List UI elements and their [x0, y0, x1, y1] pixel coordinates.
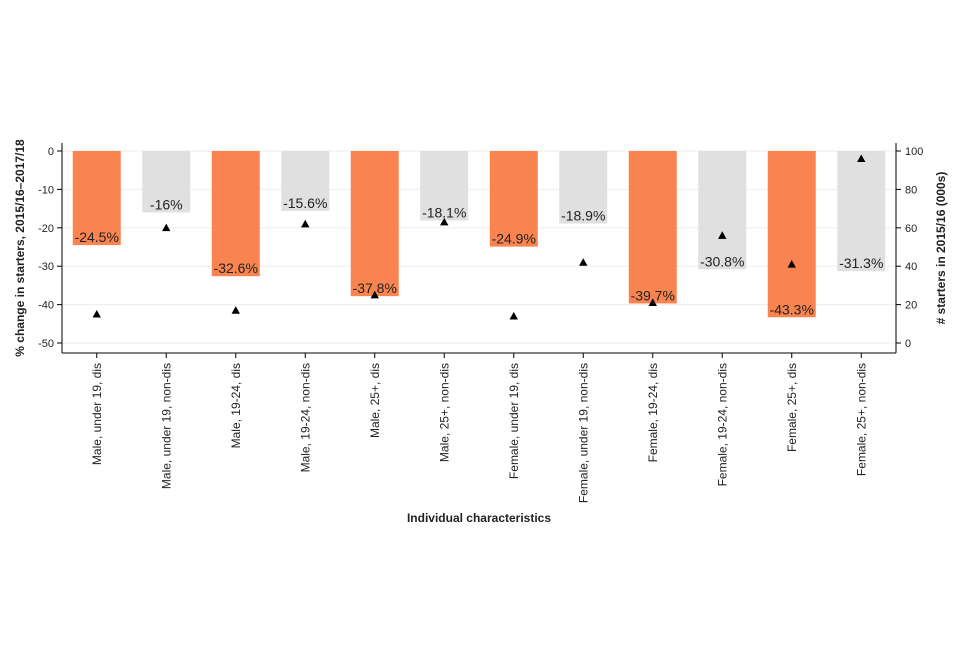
bar-value-label: -16% — [150, 196, 183, 212]
x-tick-label: Male, 25+, dis — [368, 363, 382, 438]
scatter-marker — [579, 258, 588, 266]
bar — [837, 151, 886, 272]
y-tick-label: -30 — [38, 261, 54, 273]
x-tick-label: Male, 19-24, dis — [229, 363, 243, 448]
y-tick-label: -20 — [38, 223, 54, 235]
bar-value-label: -24.9% — [492, 231, 536, 247]
y2-tick-label: 60 — [905, 223, 917, 235]
y2-tick-label: 40 — [905, 261, 917, 273]
y-tick-label: 0 — [48, 146, 54, 158]
y-tick-label: -50 — [38, 338, 54, 350]
y2-tick-label: 100 — [905, 146, 923, 158]
y-tick-label: -10 — [38, 184, 54, 196]
y2-tick-label: 0 — [905, 338, 911, 350]
x-tick-label: Female, under 19, dis — [507, 363, 521, 479]
bar — [767, 151, 816, 318]
x-tick-label: Female, 19-24, non-dis — [715, 363, 729, 486]
bar-value-label: -31.3% — [839, 255, 883, 271]
bar-value-label: -32.6% — [214, 260, 258, 276]
x-tick-label: Male, 19-24, non-dis — [298, 363, 312, 472]
bar — [489, 151, 538, 247]
bar-value-label: -30.8% — [700, 253, 744, 269]
bar — [350, 151, 399, 297]
y2-axis-title: # starters in 2015/16 (000s) — [934, 172, 948, 325]
scatter-marker — [162, 223, 171, 232]
bar-value-label: -18.1% — [422, 205, 466, 221]
bar-value-label: -37.8% — [353, 280, 397, 296]
y-axis-title: % change in starters, 2015/16–2017/18 — [13, 139, 27, 357]
x-tick-label: Female, 25+, dis — [785, 363, 799, 452]
bar — [559, 151, 608, 224]
x-tick-label: Male, under 19, dis — [90, 363, 104, 465]
bar — [698, 151, 747, 270]
scatter-marker — [370, 290, 379, 299]
scatter-marker — [440, 217, 449, 226]
scatter-marker — [92, 310, 101, 318]
bar — [211, 151, 260, 277]
y2-tick-label: 20 — [905, 300, 917, 312]
scatter-marker — [301, 219, 310, 228]
x-tick-label: Female, under 19, non-dis — [576, 363, 590, 503]
bar — [142, 151, 191, 213]
x-tick-label: Male, under 19, non-dis — [159, 363, 173, 489]
bar — [628, 151, 677, 304]
x-tick-label: Female, 25+, non-dis — [854, 363, 868, 476]
bar — [420, 151, 469, 221]
scatter-marker — [231, 306, 240, 314]
bar — [281, 151, 330, 211]
bar — [72, 151, 121, 246]
bar-value-label: -43.3% — [770, 301, 814, 317]
scatter-marker — [648, 298, 657, 307]
scatter-marker — [509, 311, 518, 320]
scatter-marker — [857, 154, 866, 163]
x-axis-title: Individual characteristics — [407, 511, 551, 525]
bar-value-label: -15.6% — [283, 195, 327, 211]
scatter-marker — [787, 260, 796, 268]
bar-value-label: -39.7% — [631, 287, 675, 303]
x-tick-label: Male, 25+, non-dis — [437, 363, 451, 462]
bar-value-label: -18.9% — [561, 208, 605, 224]
y2-tick-label: 80 — [905, 184, 917, 196]
bar-value-label: -24.5% — [75, 229, 119, 245]
y-tick-label: -40 — [38, 300, 54, 312]
scatter-marker — [718, 231, 727, 239]
x-tick-label: Female, 19-24, dis — [646, 363, 660, 462]
